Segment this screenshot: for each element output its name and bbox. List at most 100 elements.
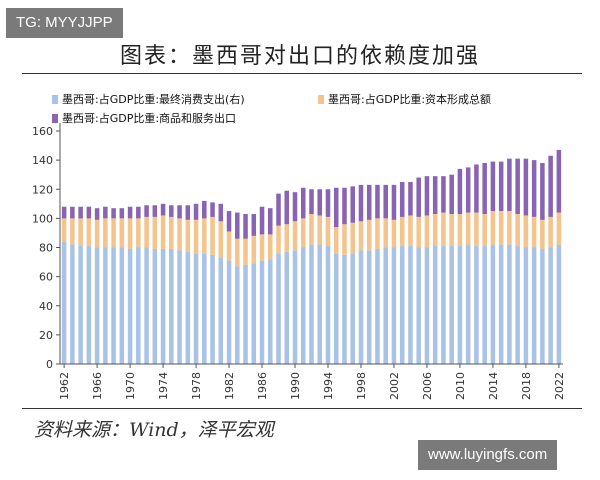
bar-segment-consumption: [259, 260, 265, 364]
bar-segment-exports: [86, 206, 92, 219]
y-tick-label: 20: [39, 329, 53, 342]
bar-segment-exports: [424, 176, 430, 216]
bar-segment-capital: [235, 238, 240, 267]
bar-segment-capital: [449, 214, 454, 247]
watermark-bottom: www.luyingfs.com: [418, 440, 558, 470]
bar-segment-consumption: [202, 253, 207, 364]
bar-segment-consumption: [251, 263, 257, 364]
bar-segment-capital: [350, 222, 355, 254]
bar-segment-capital: [457, 214, 463, 247]
bar-segment-exports: [300, 187, 306, 219]
bar-segment-exports: [358, 184, 364, 222]
bar-segment-exports: [548, 155, 553, 217]
bar-segment-exports: [366, 184, 372, 220]
bar-segment-capital: [218, 221, 224, 258]
bar-segment-capital: [61, 218, 67, 242]
bar-segment-consumption: [276, 253, 281, 364]
bar-segment-consumption: [317, 244, 323, 364]
bar-segment-capital: [152, 216, 158, 249]
bar-segment-consumption: [350, 253, 355, 364]
bar-segment-capital: [424, 215, 430, 248]
y-tick-label: 60: [39, 271, 53, 284]
bar-segment-consumption: [416, 247, 421, 364]
bar-segment-exports: [169, 205, 174, 217]
bar-segment-consumption: [235, 266, 240, 364]
bar-segment-exports: [94, 208, 100, 220]
bar-segment-consumption: [333, 253, 339, 364]
bar-segment-exports: [333, 187, 339, 228]
bar-segment-exports: [218, 203, 224, 222]
bar-segment-exports: [523, 158, 529, 216]
legend-label-capital: 墨西哥:占GDP比重:资本形成总额: [328, 93, 492, 106]
bar-segment-exports: [449, 174, 454, 215]
bar-segment-exports: [276, 193, 281, 226]
bar-segment-capital: [465, 212, 471, 245]
bar-segment-exports: [70, 206, 75, 219]
bar-segment-capital: [342, 224, 347, 255]
bar-segment-capital: [490, 211, 496, 245]
bar-segment-capital: [276, 225, 281, 254]
bar-segment-consumption: [465, 244, 471, 364]
x-tick-label: 1966: [91, 372, 104, 400]
bar-segment-exports: [540, 163, 545, 220]
bar-segment-exports: [416, 177, 421, 217]
x-tick-label: 2010: [454, 372, 467, 400]
bar-segment-consumption: [111, 247, 116, 364]
bar-segment-exports: [350, 186, 355, 223]
bar-segment-consumption: [399, 246, 405, 364]
bar-segment-consumption: [210, 254, 215, 364]
bar-segment-consumption: [226, 260, 232, 364]
bar-segment-exports: [465, 167, 471, 213]
bar-segment-capital: [432, 214, 438, 247]
bar-segment-consumption: [127, 248, 133, 364]
bar-segment-capital: [531, 216, 537, 248]
bar-segment-consumption: [169, 248, 174, 364]
bar-segment-consumption: [218, 257, 224, 364]
bar-segment-capital: [169, 216, 174, 249]
bar-segment-capital: [474, 212, 479, 247]
x-tick-label: 1962: [58, 372, 71, 400]
bar-segment-consumption: [78, 246, 83, 364]
bar-segment-consumption: [383, 247, 388, 364]
bar-segment-capital: [416, 216, 421, 248]
bar-segment-consumption: [515, 246, 520, 364]
bar-segment-exports: [383, 184, 388, 219]
bar-segment-capital: [391, 219, 397, 248]
bar-segment-consumption: [507, 244, 512, 364]
bar-segment-exports: [202, 200, 207, 219]
bar-segment-capital: [300, 218, 306, 248]
bar-segment-exports: [78, 206, 83, 219]
bar-segment-consumption: [457, 246, 463, 364]
bar-segment-consumption: [119, 247, 125, 364]
bar-segment-exports: [226, 211, 232, 232]
bar-segment-exports: [342, 187, 347, 225]
bar-segment-consumption: [441, 246, 446, 364]
bar-segment-capital: [507, 211, 512, 245]
bar-segment-exports: [309, 189, 314, 215]
legend-label-exports: 墨西哥:占GDP比重:商品和服务出口: [62, 112, 237, 125]
bar-segment-consumption: [193, 253, 199, 364]
bar-segment-capital: [292, 221, 298, 251]
bar-segment-consumption: [325, 246, 331, 364]
bar-segment-capital: [325, 216, 331, 247]
bar-segment-consumption: [136, 247, 141, 364]
bar-segment-consumption: [424, 247, 430, 364]
bar-segment-capital: [284, 224, 290, 252]
bar-segment-consumption: [300, 247, 306, 364]
bar-segment-exports: [408, 181, 413, 216]
bar-segment-exports: [474, 164, 479, 213]
x-tick-label: 2018: [520, 372, 533, 400]
bar-segment-capital: [86, 218, 92, 247]
bar-segment-exports: [325, 189, 331, 217]
bar-segment-capital: [136, 218, 141, 248]
bar-segment-consumption: [103, 247, 108, 364]
x-tick-label: 1978: [190, 372, 203, 400]
x-tick-label: 1974: [157, 372, 170, 400]
bar-segment-capital: [160, 215, 166, 249]
bar-segment-consumption: [284, 251, 290, 364]
bar-segment-consumption: [160, 248, 166, 364]
legend-swatch-exports: [52, 114, 58, 123]
bar-segment-consumption: [531, 247, 537, 364]
bar-segment-capital: [366, 219, 372, 251]
bar-segment-capital: [482, 214, 487, 247]
